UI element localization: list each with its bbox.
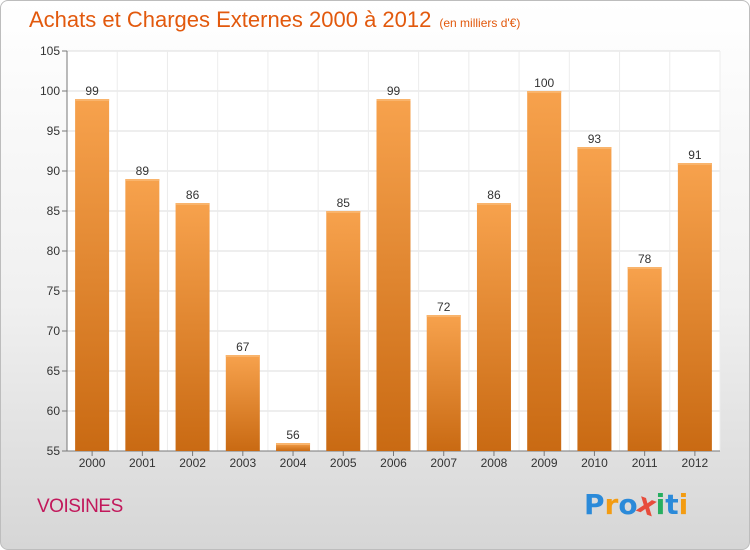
bar-highlight (326, 211, 361, 213)
bar-highlight (175, 203, 210, 205)
y-tick-label: 90 (47, 164, 61, 178)
logo-letter: i (655, 488, 666, 521)
bar-value-label: 86 (487, 188, 501, 202)
logo-letter: t (665, 488, 679, 521)
x-tick-label: 2009 (531, 456, 558, 470)
x-tick-label: 2011 (632, 456, 658, 470)
x-tick-label: 2010 (581, 456, 608, 470)
bar (627, 267, 662, 451)
y-tick-label: 80 (47, 244, 61, 258)
bar-highlight (426, 315, 461, 317)
bar (677, 163, 712, 451)
bar-value-label: 99 (387, 84, 401, 98)
bar (476, 203, 511, 451)
bar-value-label: 67 (236, 340, 250, 354)
x-tick-label: 2006 (380, 456, 407, 470)
chart-unit: (en milliers d'€) (439, 16, 521, 30)
y-tick-label: 70 (47, 324, 61, 338)
logo-letter: i (678, 488, 689, 521)
y-tick-label: 105 (40, 44, 60, 58)
x-tick-label: 2008 (481, 456, 508, 470)
x-tick-label: 2003 (229, 456, 256, 470)
chart-title: Achats et Charges Externes 2000 à 2012 (e… (29, 7, 520, 33)
bar (276, 443, 311, 451)
chart-title-text: Achats et Charges Externes 2000 à 2012 (29, 7, 432, 32)
bar-value-label: 72 (437, 300, 451, 314)
bar-highlight (677, 163, 712, 165)
bar-highlight (627, 267, 662, 269)
x-tick-label: 2002 (179, 456, 206, 470)
x-tick-label: 2004 (280, 456, 307, 470)
bar-value-label: 91 (688, 148, 702, 162)
bar-value-label: 86 (186, 188, 200, 202)
y-tick-label: 60 (47, 404, 61, 418)
bar-highlight (577, 147, 612, 149)
bar-highlight (476, 203, 511, 205)
x-tick-label: 2007 (430, 456, 457, 470)
bar-highlight (125, 179, 160, 181)
y-tick-label: 95 (47, 124, 61, 138)
logo-letter: P (584, 488, 605, 521)
bar-value-label: 85 (337, 196, 351, 210)
place-name: VOISINES (37, 496, 123, 517)
bar-value-label: 99 (85, 84, 99, 98)
logo-letter: r (604, 488, 619, 521)
y-tick-label: 75 (47, 284, 61, 298)
y-tick-label: 55 (47, 444, 61, 458)
bar (376, 99, 411, 451)
bar-value-label: 100 (534, 76, 554, 90)
bar (326, 211, 361, 451)
bar (175, 203, 210, 451)
bar-highlight (225, 355, 260, 357)
bar (125, 179, 160, 451)
y-tick-label: 100 (40, 84, 60, 98)
bar (426, 315, 461, 451)
bar-highlight (527, 91, 562, 93)
bar (577, 147, 612, 451)
bar-value-label: 56 (286, 428, 300, 442)
proxiti-logo: Proxiti (584, 486, 689, 523)
x-tick-label: 2000 (79, 456, 106, 470)
bar-highlight (376, 99, 411, 101)
bar (75, 99, 110, 451)
y-tick-label: 65 (47, 364, 61, 378)
bar-highlight (276, 443, 311, 445)
x-tick-label: 2012 (682, 456, 709, 470)
bar (527, 91, 562, 451)
bar (225, 355, 260, 451)
logo-letter: o (618, 488, 638, 521)
y-tick-label: 85 (47, 204, 61, 218)
bar-highlight (75, 99, 110, 101)
x-tick-label: 2005 (330, 456, 357, 470)
x-tick-label: 2001 (129, 456, 156, 470)
bar-value-label: 93 (588, 132, 602, 146)
bar-value-label: 78 (638, 252, 652, 266)
bar-value-label: 89 (136, 164, 150, 178)
